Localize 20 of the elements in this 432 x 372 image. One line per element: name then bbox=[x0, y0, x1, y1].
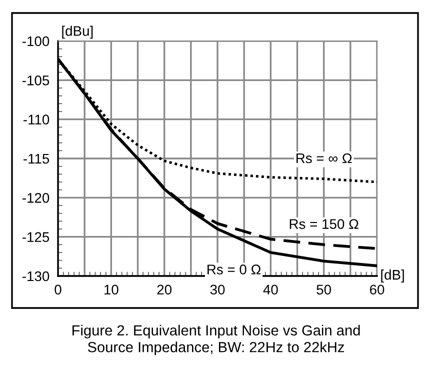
y-axis-title: [dBu] bbox=[62, 26, 93, 39]
caption: Figure 2. Equivalent Input Noise vs Gain and Source Impedance; BW: 22Hz to 22kHz bbox=[72, 324, 360, 356]
x-tick-label: 60 bbox=[370, 284, 384, 295]
series-label: Rs = 150 Ω bbox=[290, 219, 358, 229]
y-tick-label: -110 bbox=[24, 114, 50, 125]
y-tick-label: -125 bbox=[22, 232, 50, 242]
x-tick-label: 30 bbox=[210, 284, 225, 295]
y-tick-label: -105 bbox=[22, 76, 50, 86]
x-tick-label: 0 bbox=[54, 284, 62, 295]
x-axis-title: [dB] bbox=[381, 270, 404, 282]
y-tick-label: -120 bbox=[22, 193, 50, 203]
y-tick-label: -115 bbox=[24, 154, 50, 164]
x-tick-label: 20 bbox=[157, 284, 172, 295]
x-tick-label: 40 bbox=[263, 284, 278, 295]
series-label: Rs = ∞ Ω bbox=[296, 153, 352, 164]
x-tick-label: 10 bbox=[104, 284, 118, 295]
y-tick-label: -100 bbox=[22, 36, 50, 46]
series-label: Rs = 0 Ω bbox=[208, 264, 261, 274]
y-tick-label: -130 bbox=[22, 271, 50, 282]
x-tick-label: 50 bbox=[316, 284, 332, 295]
